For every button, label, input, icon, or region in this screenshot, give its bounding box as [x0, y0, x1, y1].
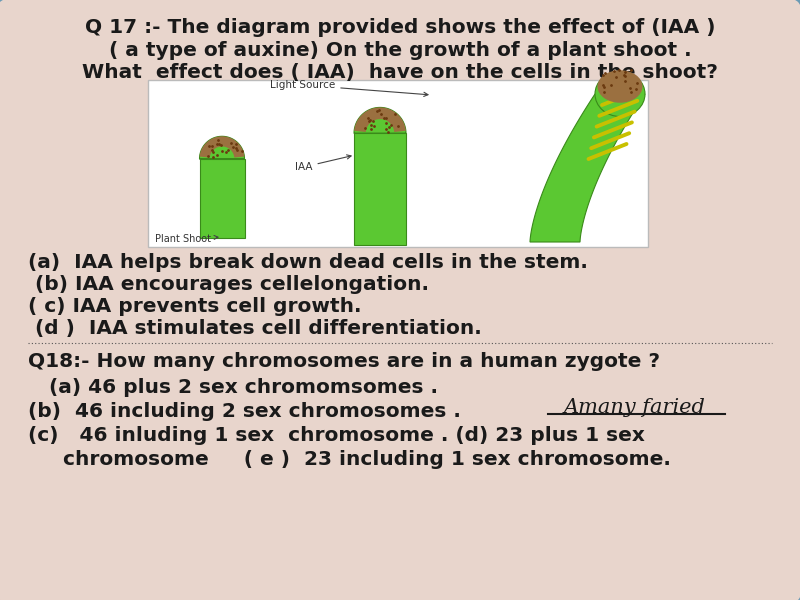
- Polygon shape: [354, 107, 406, 132]
- Text: (d )  IAA stimulates cell differentiation.: (d ) IAA stimulates cell differentiation…: [28, 319, 482, 338]
- Polygon shape: [354, 107, 406, 133]
- Polygon shape: [199, 136, 245, 159]
- Text: ( c) IAA prevents cell growth.: ( c) IAA prevents cell growth.: [28, 297, 362, 316]
- Text: Amany faried: Amany faried: [564, 398, 706, 417]
- Text: (a) 46 plus 2 sex chromomsomes .: (a) 46 plus 2 sex chromomsomes .: [28, 378, 438, 397]
- FancyBboxPatch shape: [148, 80, 648, 247]
- Ellipse shape: [595, 71, 645, 116]
- Text: IAA: IAA: [295, 155, 351, 172]
- Text: Q18:- How many chromosomes are in a human zygote ?: Q18:- How many chromosomes are in a huma…: [28, 352, 660, 371]
- Polygon shape: [200, 136, 244, 158]
- Text: chromosome     ( e )  23 including 1 sex chromosome.: chromosome ( e ) 23 including 1 sex chro…: [28, 450, 671, 469]
- Text: (a)  IAA helps break down dead cells in the stem.: (a) IAA helps break down dead cells in t…: [28, 253, 588, 272]
- Text: (b) IAA encourages cellelongation.: (b) IAA encourages cellelongation.: [28, 275, 429, 294]
- Text: Light Source: Light Source: [270, 80, 428, 97]
- Text: ( a type of auxine) On the growth of a plant shoot .: ( a type of auxine) On the growth of a p…: [109, 41, 691, 60]
- Text: What  effect does ( IAA)  have on the cells in the shoot?: What effect does ( IAA) have on the cell…: [82, 63, 718, 82]
- Text: (b)  46 including 2 sex chromosomes .: (b) 46 including 2 sex chromosomes .: [28, 402, 461, 421]
- Text: Q 17 :- The diagram provided shows the effect of (IAA ): Q 17 :- The diagram provided shows the e…: [85, 18, 715, 37]
- Text: (c)   46 inluding 1 sex  chromosome . (d) 23 plus 1 sex: (c) 46 inluding 1 sex chromosome . (d) 2…: [28, 426, 645, 445]
- Polygon shape: [354, 133, 406, 245]
- Polygon shape: [530, 94, 645, 242]
- Ellipse shape: [598, 70, 642, 103]
- Text: Plant Shoot: Plant Shoot: [155, 234, 218, 244]
- Polygon shape: [199, 159, 245, 238]
